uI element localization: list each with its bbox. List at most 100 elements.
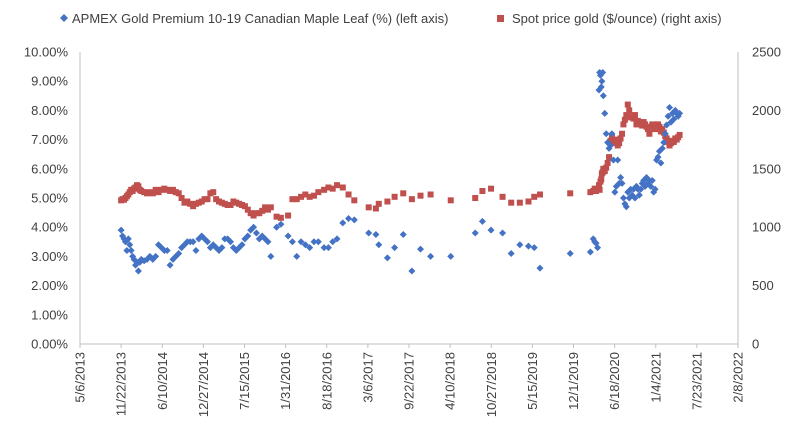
y-left-tick-label: 10.00% bbox=[24, 45, 69, 60]
spot-price-point bbox=[479, 187, 486, 194]
y-right-tick-label: 1000 bbox=[752, 220, 781, 235]
spot-price-point bbox=[595, 182, 602, 189]
series-premium bbox=[117, 68, 684, 275]
spot-price-point bbox=[384, 198, 391, 205]
spot-price-point bbox=[601, 168, 608, 175]
premium-point bbox=[244, 232, 252, 240]
spot-price-point bbox=[400, 190, 407, 197]
spot-price-point bbox=[175, 190, 182, 197]
premium-point bbox=[127, 247, 135, 255]
y-left-tick-label: 9.00% bbox=[31, 74, 68, 89]
premium-point bbox=[658, 144, 666, 152]
spot-price-point bbox=[227, 202, 234, 209]
premium-point bbox=[408, 267, 416, 275]
y-left-tick-label: 1.00% bbox=[31, 307, 68, 322]
spot-price-point bbox=[391, 193, 398, 200]
premium-point bbox=[607, 141, 615, 149]
y-left-tick-label: 5.00% bbox=[31, 191, 68, 206]
premium-point bbox=[618, 179, 626, 187]
premium-point bbox=[339, 219, 347, 227]
spot-price-point bbox=[375, 200, 382, 207]
premium-point bbox=[297, 238, 305, 246]
spot-price-point bbox=[611, 136, 618, 143]
spot-price-point bbox=[499, 193, 506, 200]
premium-point bbox=[660, 139, 668, 147]
spot-price-point bbox=[241, 203, 248, 210]
spot-price-point bbox=[619, 130, 626, 137]
premium-point bbox=[365, 229, 373, 237]
spot-price-point bbox=[289, 196, 296, 203]
premium-point bbox=[121, 238, 129, 246]
spot-price-point bbox=[567, 190, 574, 197]
premium-point bbox=[507, 249, 515, 257]
spot-price-point bbox=[630, 115, 637, 122]
spot-price-point bbox=[631, 112, 638, 119]
premium-point bbox=[499, 229, 507, 237]
y-left-tick-label: 8.00% bbox=[31, 103, 68, 118]
premium-point bbox=[622, 203, 630, 211]
spot-price-point bbox=[244, 206, 251, 213]
x-tick-label: 5/15/2019 bbox=[525, 352, 540, 410]
premium-point bbox=[637, 185, 645, 193]
spot-price-point bbox=[351, 197, 358, 204]
y-right-ticks: 0 500 1000 1500 2000 2500 bbox=[752, 45, 781, 352]
y-right-tick-label: 500 bbox=[752, 278, 774, 293]
legend-marker-spot bbox=[497, 15, 504, 22]
x-tick-label: 1/31/2016 bbox=[278, 352, 293, 410]
y-right-tick-label: 1500 bbox=[752, 161, 781, 176]
premium-point bbox=[238, 241, 246, 249]
premium-point bbox=[608, 130, 616, 138]
premium-point bbox=[218, 244, 226, 252]
spot-price-point bbox=[408, 196, 415, 203]
spot-price-point bbox=[339, 184, 346, 191]
spot-price-point bbox=[365, 204, 372, 211]
spot-price-point bbox=[676, 131, 683, 138]
x-tick-label: 5/6/2013 bbox=[73, 352, 88, 403]
premium-point bbox=[427, 252, 435, 260]
spot-price-point bbox=[516, 199, 523, 206]
spot-price-point bbox=[178, 195, 185, 201]
x-tick-label: 2/8/2022 bbox=[731, 352, 746, 403]
premium-point bbox=[417, 245, 425, 253]
premium-point bbox=[391, 244, 399, 252]
premium-point bbox=[648, 176, 656, 184]
spot-price-point bbox=[149, 190, 156, 197]
spot-price-point bbox=[293, 196, 300, 203]
premium-point bbox=[273, 223, 281, 231]
x-tick-label: 1/4/2021 bbox=[648, 352, 663, 403]
premium-point bbox=[654, 153, 662, 161]
premium-point bbox=[471, 229, 479, 237]
premium-point bbox=[288, 238, 296, 246]
spot-price-point bbox=[620, 121, 627, 128]
premium-point bbox=[676, 109, 684, 117]
premium-point bbox=[345, 214, 353, 222]
premium-point bbox=[524, 242, 532, 250]
premium-point bbox=[566, 249, 574, 257]
premium-point bbox=[227, 238, 235, 246]
premium-point bbox=[647, 182, 655, 190]
x-tick-label: 4/10/2018 bbox=[443, 352, 458, 410]
legend-marker-premium bbox=[60, 14, 68, 22]
premium-point bbox=[447, 252, 455, 260]
premium-point bbox=[670, 115, 678, 123]
spot-price-point bbox=[325, 184, 332, 191]
spot-price-point bbox=[596, 186, 603, 193]
y-left-tick-label: 7.00% bbox=[31, 132, 68, 147]
premium-point bbox=[189, 238, 197, 246]
premium-point bbox=[166, 261, 174, 269]
premium-point bbox=[329, 238, 337, 246]
premium-point bbox=[277, 220, 285, 228]
premium-point bbox=[124, 235, 132, 243]
premium-point bbox=[117, 226, 125, 234]
premium-point bbox=[324, 244, 332, 252]
spot-price-point bbox=[372, 205, 379, 212]
spot-price-point bbox=[273, 213, 280, 220]
y-right-tick-label: 0 bbox=[752, 337, 759, 352]
spot-price-point bbox=[302, 191, 309, 198]
premium-point bbox=[599, 92, 607, 100]
spot-price-point bbox=[315, 189, 322, 196]
premium-point bbox=[333, 235, 341, 243]
spot-price-point bbox=[617, 135, 624, 142]
premium-point bbox=[487, 226, 495, 234]
premium-point bbox=[314, 238, 322, 246]
